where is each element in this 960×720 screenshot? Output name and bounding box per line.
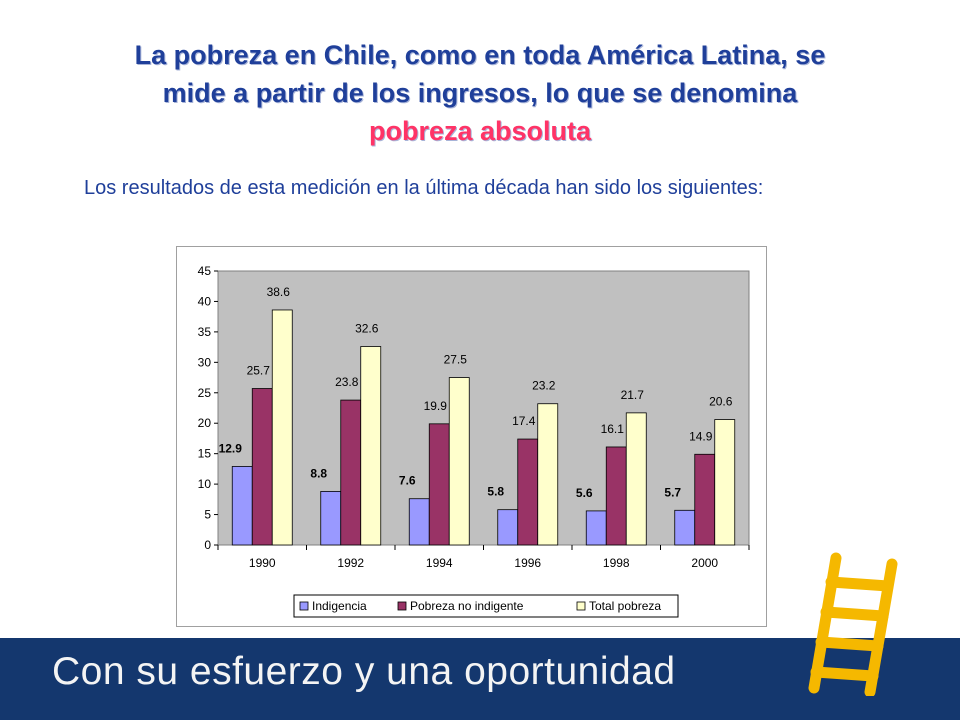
y-tick-label: 20 bbox=[198, 416, 212, 430]
data-label: 25.7 bbox=[247, 364, 271, 378]
x-tick-label: 1996 bbox=[514, 556, 541, 570]
bar-pobreza-no-indigente bbox=[517, 438, 539, 546]
x-tick-label: 1998 bbox=[603, 556, 630, 570]
bar-pobreza-no-indigente bbox=[694, 453, 716, 546]
bar-total-pobreza bbox=[537, 403, 559, 546]
ladder-icon bbox=[808, 552, 898, 696]
bar-pobreza-no-indigente bbox=[428, 423, 450, 546]
bar-chart: 0 5 10 15 20 25 30 35 40 45 1990 12.9 25.7 38.6 1992 8.… bbox=[198, 264, 750, 618]
bar-indigencia bbox=[497, 509, 519, 546]
data-label: 20.6 bbox=[709, 395, 733, 409]
slide-title: La pobreza en Chile, como en toda Améric… bbox=[40, 36, 920, 150]
y-tick-label: 45 bbox=[198, 264, 212, 278]
bar-pobreza-no-indigente bbox=[340, 399, 362, 546]
legend-label: Pobreza no indigente bbox=[410, 599, 524, 613]
bar-total-pobreza bbox=[360, 346, 382, 546]
data-label: 27.5 bbox=[444, 353, 468, 367]
data-label: 5.6 bbox=[576, 486, 593, 500]
legend-swatch bbox=[397, 601, 407, 611]
y-tick-label: 40 bbox=[198, 294, 212, 308]
data-label: 16.1 bbox=[601, 422, 625, 436]
legend-box bbox=[293, 594, 679, 618]
bar-indigencia bbox=[585, 510, 607, 546]
y-tick-label: 35 bbox=[198, 325, 212, 339]
title-line-2: mide a partir de los ingresos, lo que se… bbox=[162, 78, 798, 108]
data-label: 23.2 bbox=[532, 379, 556, 393]
data-label: 19.9 bbox=[424, 399, 448, 413]
bar-indigencia bbox=[408, 498, 430, 546]
legend-swatch bbox=[576, 601, 586, 611]
bar-indigencia bbox=[320, 491, 342, 546]
data-label: 12.9 bbox=[219, 441, 243, 455]
data-label: 38.6 bbox=[267, 285, 291, 299]
y-tick-label: 0 bbox=[204, 538, 211, 552]
bar-indigencia bbox=[231, 466, 253, 546]
legend-label: Total pobreza bbox=[589, 599, 661, 613]
data-label: 7.6 bbox=[399, 474, 416, 488]
x-tick-label: 1990 bbox=[249, 556, 276, 570]
y-tick-label: 10 bbox=[198, 477, 212, 491]
bar-total-pobreza bbox=[448, 377, 470, 546]
bar-indigencia bbox=[674, 509, 696, 546]
bar-pobreza-no-indigente bbox=[251, 388, 273, 546]
data-label: 23.8 bbox=[335, 375, 359, 389]
title-highlight: pobreza absoluta bbox=[368, 116, 592, 146]
bar-pobreza-no-indigente bbox=[605, 446, 627, 546]
bar-total-pobreza bbox=[625, 412, 647, 546]
footer-text: Con su esfuerzo y una oportunidad bbox=[52, 650, 676, 693]
title-line-1: La pobreza en Chile, como en toda Améric… bbox=[134, 40, 826, 70]
legend-swatch bbox=[299, 601, 309, 611]
y-tick-label: 5 bbox=[204, 508, 211, 522]
data-label: 14.9 bbox=[689, 429, 713, 443]
slide-subtitle: Los resultados de esta medición en la úl… bbox=[84, 177, 764, 199]
data-label: 17.4 bbox=[512, 414, 536, 428]
chart-container: 0 5 10 15 20 25 30 35 40 45 1990 12.9 25.7 38.6 1992 8.… bbox=[176, 246, 767, 627]
y-tick-label: 15 bbox=[198, 447, 212, 461]
plot-area bbox=[217, 270, 750, 546]
y-tick-label: 30 bbox=[198, 355, 212, 369]
bar-total-pobreza bbox=[714, 419, 736, 546]
bar-total-pobreza bbox=[271, 309, 293, 546]
y-tick-label: 25 bbox=[198, 386, 212, 400]
data-label: 8.8 bbox=[310, 466, 327, 480]
legend-label: Indigencia bbox=[312, 599, 367, 613]
x-tick-label: 2000 bbox=[691, 556, 718, 570]
data-label: 21.7 bbox=[621, 388, 645, 402]
data-label: 5.8 bbox=[487, 485, 504, 499]
footer-banner bbox=[0, 638, 960, 720]
data-label: 32.6 bbox=[355, 322, 379, 336]
data-label: 5.7 bbox=[664, 485, 681, 499]
x-tick-label: 1992 bbox=[337, 556, 364, 570]
x-tick-label: 1994 bbox=[426, 556, 453, 570]
